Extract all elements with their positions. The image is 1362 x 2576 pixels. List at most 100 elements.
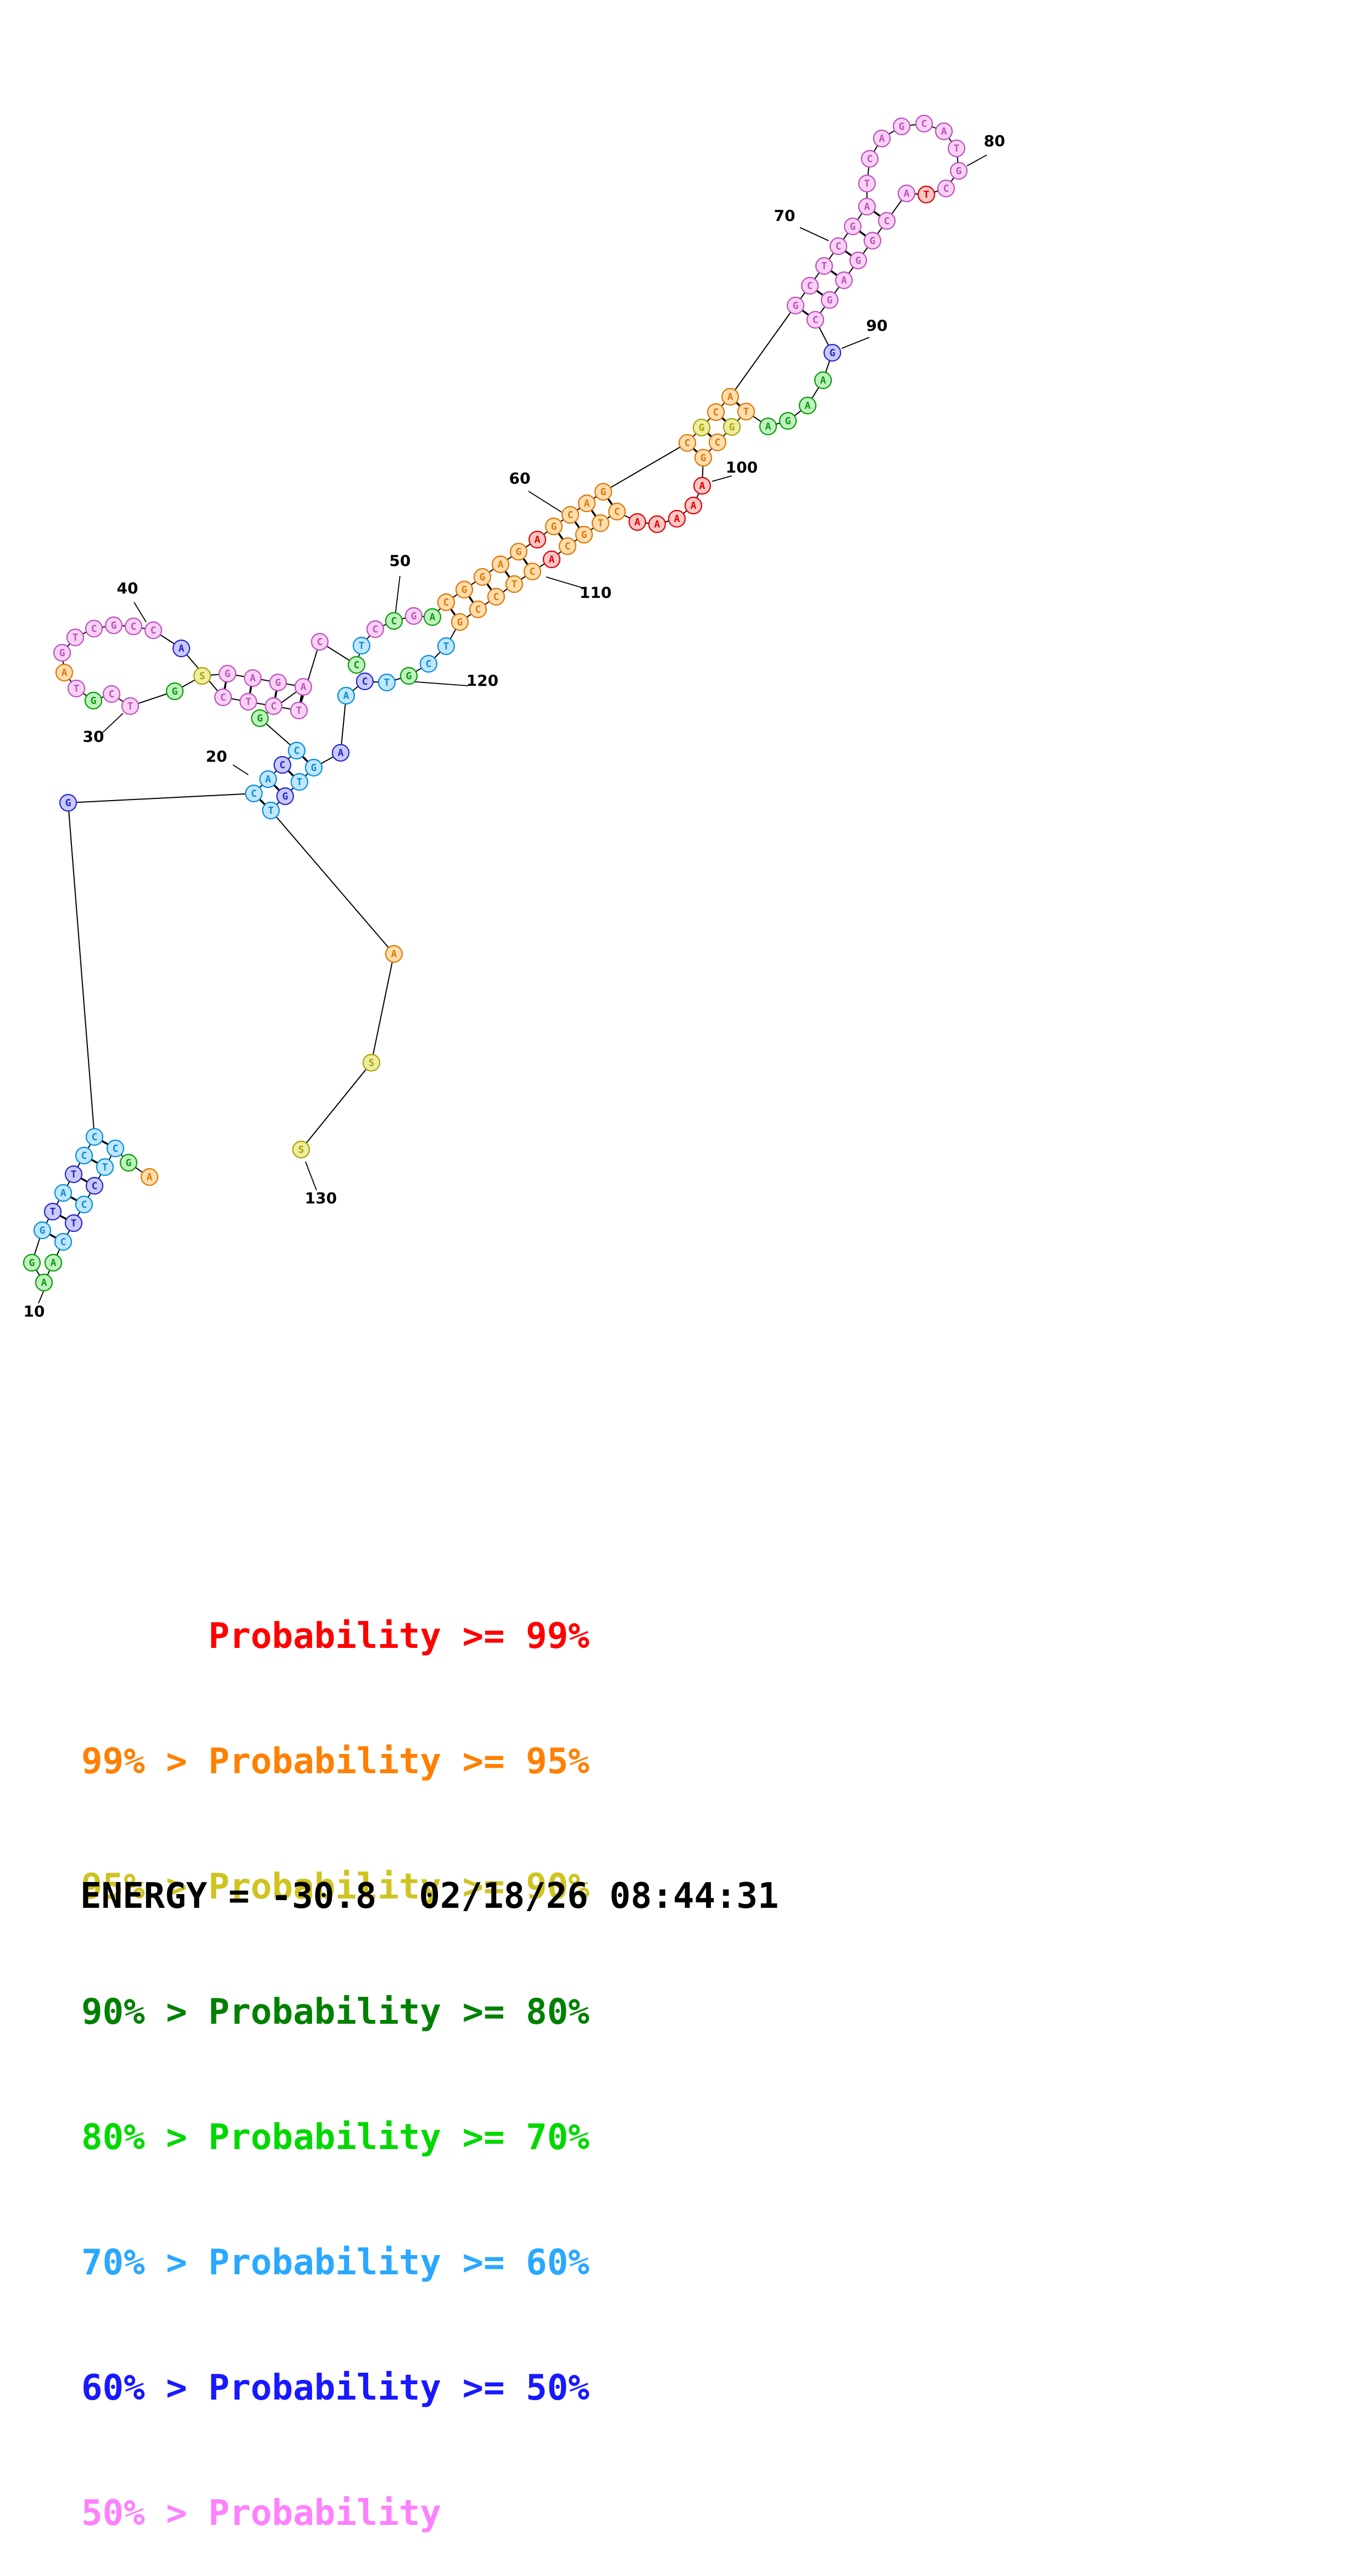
nucleotide	[140, 1168, 159, 1186]
backbone-segment	[340, 695, 347, 753]
nucleotide	[455, 580, 474, 599]
position-label-line	[232, 764, 249, 775]
backbone-segment	[301, 1062, 372, 1150]
nucleotide-base: C	[294, 745, 300, 757]
nucleotide	[473, 568, 492, 586]
nucleotide-base: G	[411, 610, 417, 622]
position-label: 90	[866, 317, 888, 335]
nucleotide-base: T	[268, 805, 274, 817]
backbone-segment	[68, 793, 254, 803]
nucleotide	[35, 1273, 53, 1292]
nucleotide	[262, 801, 280, 820]
nucleotide	[67, 679, 86, 698]
nucleotide	[292, 1140, 310, 1159]
nucleotide-base: C	[614, 506, 620, 518]
nucleotide	[779, 412, 797, 430]
backbone-segment	[270, 810, 394, 954]
nucleotide-base: G	[899, 121, 905, 132]
nucleotide-base: G	[601, 486, 607, 498]
nucleotide	[102, 685, 121, 703]
nucleotide	[594, 482, 613, 501]
nucleotide	[96, 1158, 114, 1176]
nucleotide	[54, 1233, 73, 1251]
nucleotide-base: C	[884, 215, 890, 227]
nucleotide-base: C	[713, 407, 719, 418]
nucleotide-base: C	[317, 636, 323, 648]
nucleotide-base: A	[62, 667, 68, 679]
nucleotide-base: A	[179, 643, 185, 654]
nucleotide	[214, 688, 232, 707]
nucleotide	[823, 343, 842, 362]
nucleotide-base: S	[199, 670, 205, 682]
nucleotide-base: G	[311, 762, 317, 774]
nucleotide	[269, 673, 287, 692]
nucleotide	[419, 654, 438, 673]
nucleotide	[591, 514, 610, 532]
nucleotide	[843, 217, 862, 236]
nucleotide	[693, 476, 711, 495]
nucleotide-base: G	[827, 295, 833, 306]
nucleotide-base: C	[807, 280, 813, 292]
energy-readout: ENERGY = -30.8 02/18/26 08:44:31	[80, 1876, 779, 1917]
nucleotide-base: A	[699, 480, 705, 492]
nucleotide	[43, 1202, 62, 1221]
position-label-line	[546, 576, 587, 590]
legend-line: 99% > Probability >= 95%	[81, 1741, 590, 1782]
nucleotide	[759, 417, 777, 436]
nucleotide-base: C	[220, 692, 226, 703]
nucleotide-base: A	[820, 375, 826, 386]
nucleotide	[44, 1253, 63, 1272]
nucleotide-base: G	[870, 235, 876, 247]
nucleotide-base: A	[391, 948, 397, 960]
nucleotide-base: G	[91, 695, 97, 707]
nucleotide-base: G	[699, 422, 705, 434]
position-label: 70	[774, 207, 796, 225]
nucleotide	[104, 616, 123, 635]
nucleotide-base: T	[954, 143, 960, 154]
position-label-line	[38, 1290, 45, 1304]
nucleotide	[915, 114, 933, 133]
nucleotide	[55, 663, 74, 682]
nucleotide	[575, 525, 593, 544]
nucleotide	[352, 636, 371, 655]
nucleotide-base: T	[297, 776, 303, 788]
nucleotide-base: C	[565, 541, 571, 552]
nucleotide	[362, 1053, 381, 1072]
nucleotide	[678, 434, 697, 452]
position-label-line	[102, 713, 124, 734]
nucleotide-base: S	[369, 1057, 375, 1069]
nucleotide-base: C	[92, 1180, 98, 1192]
nucleotide-base: C	[60, 1236, 66, 1248]
nucleotide	[59, 793, 77, 812]
position-label-line	[395, 575, 401, 613]
nucleotide	[66, 628, 85, 647]
nucleotide-base: C	[443, 597, 449, 608]
nucleotide-base: A	[265, 774, 271, 785]
nucleotide-base: T	[74, 683, 80, 695]
nucleotide-base: G	[282, 791, 288, 802]
nucleotide-base: T	[102, 1162, 108, 1173]
nucleotide-base: T	[512, 579, 518, 590]
nucleotide	[806, 310, 825, 329]
nucleotide-base: C	[91, 623, 97, 635]
nucleotide-base: G	[701, 452, 707, 464]
nucleotide-base: C	[813, 314, 819, 326]
nucleotide	[491, 555, 510, 574]
nucleotide	[786, 296, 805, 315]
nucleotide-base: G	[462, 584, 468, 596]
position-label: 60	[509, 469, 531, 487]
nucleotide	[276, 787, 294, 806]
legend-line: 60% > Probability >= 50%	[81, 2368, 590, 2408]
position-label: 20	[206, 747, 227, 765]
nucleotide	[937, 179, 955, 198]
nucleotide	[172, 639, 191, 658]
nucleotide-base: G	[225, 668, 231, 680]
nucleotide-base: G	[480, 571, 486, 583]
position-label-line	[966, 154, 987, 166]
position-label: 80	[984, 132, 1005, 150]
legend-line: 70% > Probability >= 60%	[81, 2242, 590, 2283]
nucleotide-base: A	[941, 126, 947, 137]
nucleotide-base: A	[549, 554, 555, 565]
nucleotide-base: G	[785, 415, 791, 427]
nucleotide	[668, 509, 686, 528]
